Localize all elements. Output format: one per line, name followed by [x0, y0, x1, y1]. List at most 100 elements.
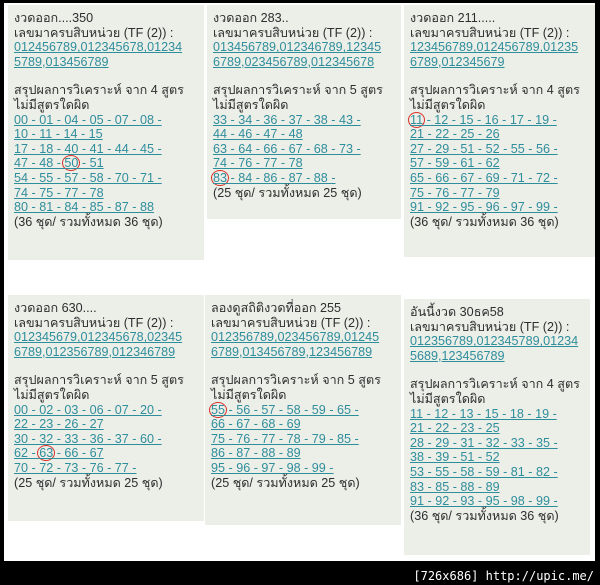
panel-211: งวดออก 211..... เลขมาครบสิบหน่วย (TF (2))…	[404, 5, 595, 257]
number-row: 30 - 32 - 33 - 36 - 37 - 60 -	[14, 431, 162, 446]
tf-header: เลขมาครบสิบหน่วย (TF (2)) :	[410, 319, 570, 334]
number-row: 86 - 87 - 88 - 89	[211, 446, 301, 461]
collage-canvas: งวดออก....350 เลขมาครบสิบหน่วย (TF (2)) :…	[4, 3, 595, 561]
number-row: 91 - 92 - 95 - 96 - 97 - 99 -	[410, 200, 558, 215]
number-row: 38 - 39 - 51 - 52	[410, 450, 500, 465]
tf-line: 5689,123456789	[410, 348, 505, 363]
number-row: 11 - 12 - 13 - 15 - 18 - 19 -	[410, 406, 557, 421]
tf-header: เลขมาครบสิบหน่วย (TF (2)) :	[410, 25, 570, 40]
number-row: 21 - 22 - 25 - 26	[410, 127, 500, 142]
total-label: (25 ชุด/ รวมทั้งหมด 25 ชุด)	[211, 475, 360, 490]
draw-title: งวดออก 283..	[213, 11, 289, 25]
summary-label: สรุปผลการวิเคราะห์ จาก 5 สูตร	[211, 373, 381, 388]
draw-title: งวดออก 630....	[14, 301, 97, 315]
total-label: (36 ชุด/ รวมทั้งหมด 36 ชุด)	[14, 214, 163, 229]
number-row: 00 - 02 - 03 - 06 - 07 - 20 -	[14, 402, 162, 417]
number-row: 21 - 22 - 23 - 25	[410, 421, 500, 436]
draw-title: งวดออก 211.....	[410, 11, 496, 25]
number-row: 00 - 01 - 04 - 05 - 07 - 08 -	[14, 112, 162, 127]
number-row: 44 - 46 - 47 - 48	[213, 127, 303, 142]
tf-line: 012356789,012345789,01234	[410, 334, 579, 349]
tf-line: 013456789,012346789,12345	[213, 40, 382, 55]
spacer	[213, 69, 395, 83]
row-text: - 56 - 57 - 58 - 59 - 65 -	[225, 402, 359, 417]
number-row: 83 - 84 - 86 - 87 - 88 -	[211, 169, 395, 186]
subtitle-label: ไม่มีสูตรใดผิด	[410, 391, 486, 406]
number-row: 53 - 55 - 58 - 59 - 81 - 82 -	[410, 464, 558, 479]
number-row: 33 - 34 - 36 - 37 - 38 - 43 -	[213, 112, 361, 127]
spacer	[14, 359, 198, 373]
row-text: - 12 - 15 - 16 - 17 - 19 -	[423, 112, 557, 127]
spacer	[211, 359, 395, 373]
tf-header: เลขมาครบสิบหน่วย (TF (2)) :	[14, 315, 174, 330]
tf-header: เลขมาครบสิบหน่วย (TF (2)) :	[211, 315, 371, 330]
total-label: (36 ชุด/ รวมทั้งหมด 36 ชุด)	[410, 214, 559, 229]
panel-630: งวดออก 630.... เลขมาครบสิบหน่วย (TF (2)) …	[8, 295, 204, 521]
tf-header: เลขมาครบสิบหน่วย (TF (2)) :	[14, 25, 174, 40]
panel-255: ลองดูสถิติงวดที่ออก 255 เลขมาครบสิบหน่วย …	[205, 295, 401, 525]
total-label: (25 ชุด/ รวมทั้งหมด 25 ชุด)	[213, 185, 362, 200]
circled-number: 83	[211, 169, 230, 186]
watermark: [726x686] http://upic.me/	[413, 569, 594, 583]
tf-line: 6789,012356789,012346789	[14, 344, 176, 359]
summary-label: สรุปผลการวิเคราะห์ จาก 4 สูตร	[410, 377, 580, 392]
summary-label: สรุปผลการวิเคราะห์ จาก 5 สูตร	[14, 373, 184, 388]
number-row: 57 - 59 - 61 - 62	[410, 156, 500, 171]
panel-283: งวดออก 283.. เลขมาครบสิบหน่วย (TF (2)) :0…	[207, 5, 401, 219]
number-row: 11 - 12 - 15 - 16 - 17 - 19 -	[408, 111, 589, 128]
total-label: (36 ชุด/ รวมทั้งหมด 36 ชุด)	[410, 508, 559, 523]
number-row: 28 - 29 - 31 - 32 - 33 - 35 -	[410, 435, 558, 450]
subtitle-label: ไม่มีสูตรใดผิด	[14, 387, 90, 402]
tf-line: 6789,012345679	[410, 54, 505, 69]
tf-header: เลขมาครบสิบหน่วย (TF (2)) :	[213, 25, 373, 40]
draw-title: ลองดูสถิติงวดที่ออก 255	[211, 301, 342, 315]
subtitle-label: ไม่มีสูตรใดผิด	[410, 97, 486, 112]
number-row: 10 - 11 - 14 - 15	[14, 127, 103, 142]
number-row: 65 - 66 - 67 - 69 - 71 - 72 -	[410, 170, 558, 185]
circled-number: 50	[62, 155, 81, 172]
tf-line: 123456789,012456789,01235	[410, 40, 579, 55]
number-row: 74 - 75 - 77 - 78	[14, 185, 104, 200]
number-row: 63 - 64 - 66 - 67 - 68 - 73 -	[213, 141, 361, 156]
tf-line: 012345679,012345678,02345	[14, 330, 183, 345]
circled-number: 11	[408, 111, 426, 128]
number-row: 22 - 23 - 26 - 27	[14, 417, 104, 432]
row-text: - 66 - 67	[53, 446, 104, 461]
number-row: 70 - 72 - 73 - 76 - 77 -	[14, 460, 137, 475]
row-text: - 51	[78, 156, 104, 171]
row-text: 62 -	[14, 446, 40, 461]
tf-line: 6789,023456789,012345678	[213, 54, 375, 69]
summary-label: สรุปผลการวิเคราะห์ จาก 4 สูตร	[14, 83, 184, 98]
tf-line: 5789,013456789	[14, 54, 109, 69]
number-row: 66 - 67 - 68 - 69	[211, 417, 301, 432]
circled-number: 55	[209, 401, 228, 418]
tf-line: 012456789,012345678,01234	[14, 40, 183, 55]
number-row: 75 - 76 - 77 - 79	[410, 185, 500, 200]
summary-label: สรุปผลการวิเคราะห์ จาก 4 สูตร	[410, 83, 580, 98]
panel-350: งวดออก....350 เลขมาครบสิบหน่วย (TF (2)) :…	[8, 5, 204, 260]
number-row: 55 - 56 - 57 - 58 - 59 - 65 -	[209, 401, 395, 418]
summary-label: สรุปผลการวิเคราะห์ จาก 5 สูตร	[213, 83, 383, 98]
number-row: 75 - 76 - 77 - 78 - 79 - 85 -	[211, 431, 359, 446]
row-text: - 84 - 86 - 87 - 88 -	[227, 170, 336, 185]
number-row: 17 - 18 - 40 - 41 - 44 - 45 -	[14, 141, 162, 156]
circled-number: 63	[37, 445, 56, 462]
number-row: 95 - 96 - 97 - 98 - 99 -	[211, 460, 334, 475]
number-row: 74 - 76 - 77 - 78	[213, 156, 303, 171]
number-row: 80 - 81 - 84 - 85 - 87 - 88	[14, 200, 155, 215]
tf-line: 6789,013456789,123456789	[211, 344, 373, 359]
row-text: 47 - 48 -	[14, 156, 65, 171]
number-row: 62 - 63 - 66 - 67	[14, 445, 198, 462]
subtitle-label: ไม่มีสูตรใดผิด	[14, 97, 90, 112]
number-row: 54 - 55 - 57 - 58 - 70 - 71 -	[14, 170, 162, 185]
spacer	[410, 363, 584, 377]
panel-30dec58: อันนี้งวด 30ธค58 เลขมาครบสิบหน่วย (TF (2)…	[404, 299, 590, 555]
draw-title: งวดออก....350	[14, 11, 94, 25]
number-row: 27 - 29 - 51 - 52 - 55 - 56 -	[410, 141, 558, 156]
spacer	[14, 69, 198, 83]
tf-line: 012356789,023456789,01245	[211, 330, 380, 345]
subtitle-label: ไม่มีสูตรใดผิด	[213, 97, 289, 112]
subtitle-label: ไม่มีสูตรใดผิด	[211, 387, 287, 402]
number-row: 47 - 48 - 50 - 51	[14, 155, 198, 172]
number-row: 83 - 85 - 88 - 89	[410, 479, 500, 494]
